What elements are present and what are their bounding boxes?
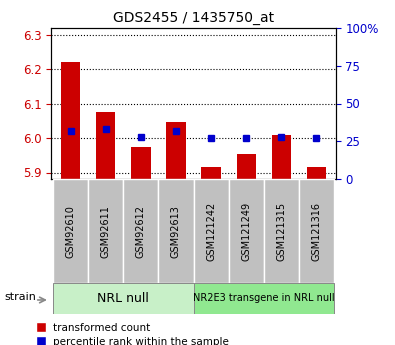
Bar (131, 147, 150, 179)
FancyBboxPatch shape (88, 179, 123, 283)
Bar (201, 167, 221, 179)
Text: NRL null: NRL null (98, 292, 149, 305)
Title: GDS2455 / 1435750_at: GDS2455 / 1435750_at (113, 11, 274, 25)
Text: GSM92612: GSM92612 (136, 205, 146, 258)
Bar (96, 112, 115, 179)
Text: GSM121242: GSM121242 (206, 201, 216, 261)
Bar (307, 167, 326, 179)
Bar (61, 62, 80, 179)
Text: GSM121315: GSM121315 (276, 201, 286, 261)
Bar (237, 154, 256, 179)
Text: GSM92610: GSM92610 (66, 205, 76, 258)
FancyBboxPatch shape (158, 179, 194, 283)
FancyBboxPatch shape (229, 179, 264, 283)
Text: strain: strain (4, 292, 36, 302)
Text: NR2E3 transgene in NRL null: NR2E3 transgene in NRL null (193, 294, 335, 303)
FancyBboxPatch shape (264, 179, 299, 283)
Bar (166, 122, 186, 179)
FancyBboxPatch shape (194, 283, 334, 314)
FancyBboxPatch shape (194, 179, 229, 283)
Text: GSM121316: GSM121316 (311, 201, 322, 261)
FancyBboxPatch shape (53, 283, 194, 314)
Text: GSM92613: GSM92613 (171, 205, 181, 258)
FancyBboxPatch shape (53, 179, 88, 283)
FancyBboxPatch shape (123, 179, 158, 283)
FancyBboxPatch shape (299, 179, 334, 283)
Bar (272, 135, 291, 179)
Legend: transformed count, percentile rank within the sample: transformed count, percentile rank withi… (37, 323, 229, 345)
Text: GSM92611: GSM92611 (101, 205, 111, 258)
Text: GSM121249: GSM121249 (241, 201, 251, 261)
